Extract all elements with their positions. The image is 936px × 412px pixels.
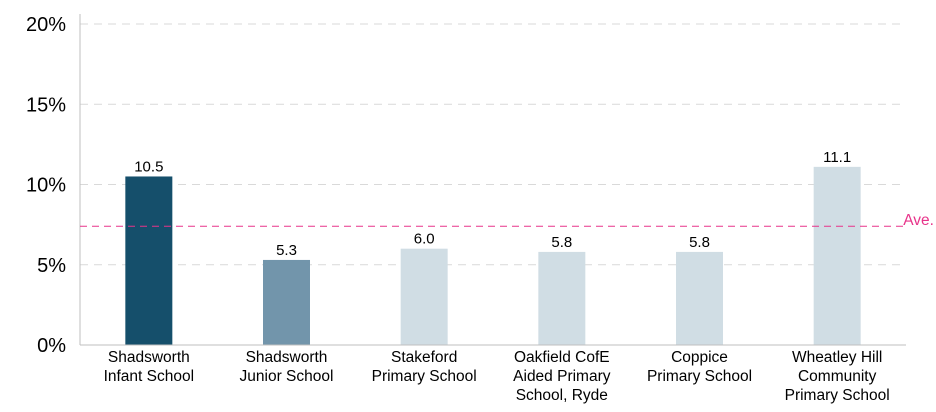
average-label: Ave.	[903, 212, 934, 229]
y-tick-label: 15%	[26, 94, 66, 116]
category-label: Coppice	[671, 349, 728, 366]
category-label: Shadsworth	[108, 349, 190, 366]
data-label: 5.8	[551, 234, 572, 251]
category-label: Stakeford	[391, 349, 457, 366]
bar	[125, 176, 173, 345]
category-label: Primary School	[647, 368, 752, 385]
category-label: Primary School	[785, 387, 890, 404]
category-label: Oakfield CofE	[514, 349, 610, 366]
category-label: Infant School	[104, 368, 194, 385]
y-tick-label: 5%	[37, 255, 66, 277]
bar	[263, 259, 310, 345]
category-label: Wheatley Hill	[792, 349, 882, 366]
category-label: Aided Primary	[513, 368, 611, 385]
bar	[813, 166, 861, 345]
bar	[676, 251, 723, 345]
category-label: School, Ryde	[516, 387, 608, 404]
category-label: Primary School	[372, 368, 477, 385]
y-tick-label: 10%	[26, 175, 66, 197]
data-label: 10.5	[134, 158, 163, 175]
y-tick-label: 20%	[26, 14, 66, 36]
data-label: 6.0	[414, 231, 435, 248]
data-label: 5.3	[276, 242, 297, 259]
bar	[400, 248, 448, 345]
bar	[538, 251, 586, 345]
y-tick-label: 0%	[37, 335, 66, 357]
category-label: Junior School	[240, 368, 334, 385]
category-label: Shadsworth	[246, 349, 328, 366]
data-label: 11.1	[823, 149, 851, 166]
category-label: Community	[798, 368, 877, 385]
data-label: 5.8	[689, 234, 710, 251]
